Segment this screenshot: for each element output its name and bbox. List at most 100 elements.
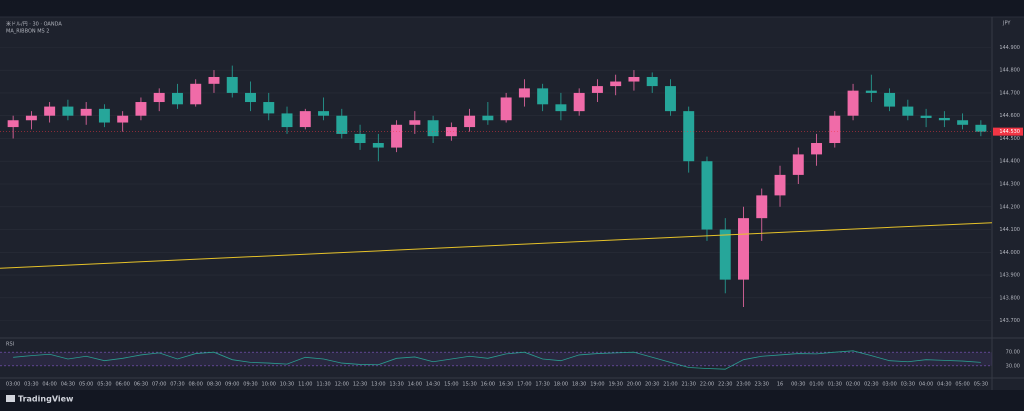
y-tick-label: 144.800: [999, 68, 1020, 74]
candle-body: [811, 143, 823, 155]
candle-body: [263, 102, 275, 114]
candle-body: [865, 90, 877, 93]
trendline: [0, 222, 993, 269]
candle-body: [98, 108, 110, 123]
x-tick-label: 23:30: [755, 382, 769, 388]
x-tick-label: 05:00: [79, 382, 93, 388]
x-tick-label: 12:00: [335, 382, 349, 388]
rsi-tick-label: 30.00: [1006, 363, 1020, 369]
x-tick-label: 22:00: [700, 382, 714, 388]
candle-body: [80, 108, 92, 116]
candle-body: [664, 86, 676, 112]
candle-body: [573, 92, 585, 112]
x-tick-label: 13:00: [371, 382, 385, 388]
x-tick-label: 04:00: [42, 382, 56, 388]
candle-body: [464, 115, 476, 128]
candle-body: [409, 120, 421, 125]
x-tick-label: 08:00: [189, 382, 203, 388]
x-tick-label: 07:00: [152, 382, 166, 388]
y-tick-label: 144.500: [999, 136, 1020, 142]
candle-body: [336, 115, 348, 134]
candle-body: [792, 154, 804, 175]
candle-body: [884, 92, 896, 107]
x-tick-label: 09:00: [225, 382, 239, 388]
x-tick-label: 03:30: [24, 382, 38, 388]
candle-body: [719, 229, 731, 280]
candle-body: [281, 113, 293, 128]
candle-body: [646, 76, 658, 87]
candle-body: [299, 111, 311, 128]
brand: TradingView: [18, 395, 74, 404]
candle-body: [44, 106, 56, 116]
x-tick-label: 05:00: [955, 382, 969, 388]
x-tick-label: 09:30: [243, 382, 257, 388]
candle-body: [701, 161, 713, 230]
x-tick-label: 04:30: [61, 382, 75, 388]
y-tick-label: 144.700: [999, 90, 1020, 96]
x-tick-label: 00:30: [791, 382, 805, 388]
brand-logo: [6, 395, 15, 402]
candle-body: [938, 117, 950, 121]
x-tick-label: 19:00: [590, 382, 604, 388]
y-tick-label: 144.200: [999, 204, 1020, 210]
x-tick-label: 02:00: [846, 382, 860, 388]
candle-body: [610, 81, 622, 87]
x-tick-label: 05:30: [97, 382, 111, 388]
candle-body: [902, 106, 914, 116]
x-tick-label: 18:30: [572, 382, 586, 388]
x-tick-label: 14:00: [408, 382, 422, 388]
x-tick-label: 11:30: [316, 382, 330, 388]
x-tick-label: 05:30: [974, 382, 988, 388]
y-tick-label: 143.900: [999, 273, 1020, 279]
candle-body: [537, 88, 549, 105]
rsi-line: [13, 350, 981, 370]
candle-body: [975, 124, 987, 132]
candle-body: [62, 106, 74, 116]
last-price-label: 144.530: [999, 129, 1020, 135]
candle-body: [372, 143, 384, 148]
x-tick-label: 01:00: [809, 382, 823, 388]
candle-body: [555, 104, 567, 112]
x-tick-label: 17:00: [517, 382, 531, 388]
x-tick-label: 22:30: [718, 382, 732, 388]
x-tick-label: 01:30: [828, 382, 842, 388]
x-tick-label: 03:30: [901, 382, 915, 388]
last-price-box: [993, 127, 1023, 136]
x-tick-label: 18:00: [554, 382, 568, 388]
y-tick-label: 144.300: [999, 182, 1020, 188]
symbol: 米ドル/円 · 30 · OANDA: [6, 21, 62, 28]
x-tick-label: 15:00: [444, 382, 458, 388]
candle-body: [756, 195, 768, 219]
axis-unit: JPY: [1002, 21, 1011, 27]
x-tick-label: 20:00: [627, 382, 641, 388]
rsi-tick-label: 70.00: [1006, 350, 1020, 356]
candle-body: [683, 111, 695, 162]
candle-body: [208, 76, 220, 84]
x-tick-label: 21:00: [663, 382, 677, 388]
x-tick-label: 07:30: [170, 382, 184, 388]
x-tick-label: 16: [777, 382, 783, 388]
x-tick-label: 03:00: [882, 382, 896, 388]
candle-body: [500, 97, 512, 121]
y-tick-label: 143.700: [999, 318, 1020, 324]
candle-body: [25, 115, 37, 121]
y-tick-label: 143.800: [999, 295, 1020, 301]
candle-body: [628, 76, 640, 82]
candle-body: [847, 90, 859, 116]
candle-body: [829, 115, 841, 144]
x-tick-label: 16:00: [481, 382, 495, 388]
x-tick-label: 19:30: [608, 382, 622, 388]
x-tick-label: 14:30: [426, 382, 440, 388]
candle-body: [135, 102, 147, 116]
x-tick-label: 06:30: [134, 382, 148, 388]
y-tick-label: 144.100: [999, 227, 1020, 233]
x-tick-label: 13:30: [389, 382, 403, 388]
x-tick-label: 04:00: [919, 382, 933, 388]
candle-body: [427, 120, 439, 137]
y-tick-label: 144.600: [999, 113, 1020, 119]
indicator-label: MA_RIBBON MS 2: [6, 29, 49, 35]
candle-body: [391, 124, 403, 148]
y-tick-label: 144.900: [999, 45, 1020, 51]
candle-body: [117, 115, 129, 123]
candle-body: [445, 127, 457, 137]
